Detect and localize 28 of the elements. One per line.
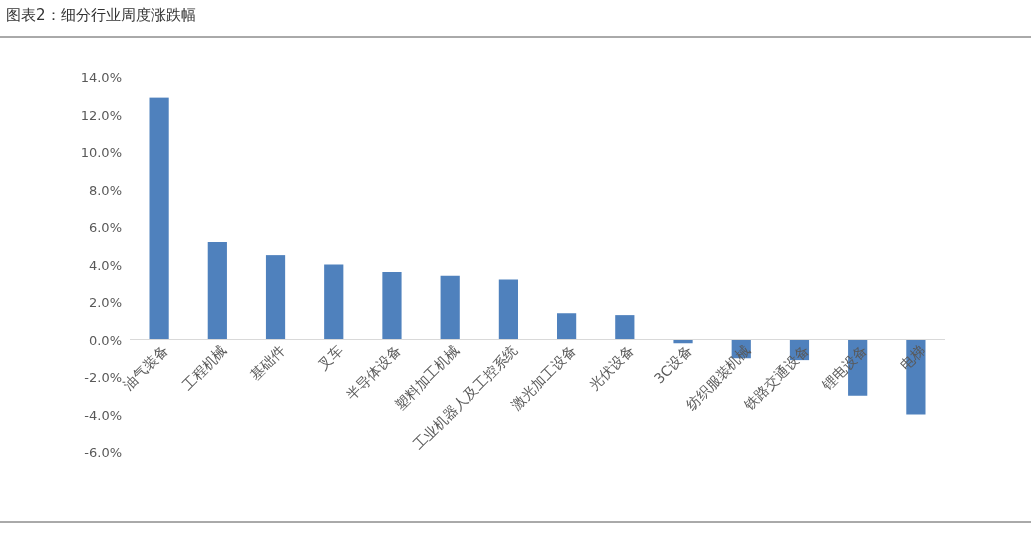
bar [557,313,577,340]
chart-title: 图表2：细分行业周度涨跌幅 [6,6,196,24]
bar [265,255,286,340]
y-tick-label: 0.0% [88,332,122,348]
y-tick-label: 8.0% [88,182,122,198]
y-tick-label: -4.0% [84,407,122,423]
x-tick-label: 光伏设备 [586,342,637,394]
y-tick-label: 12.0% [80,107,122,123]
bar [149,97,169,340]
bar [498,279,518,340]
x-tick-label: 基础件 [246,342,288,384]
bar [382,272,402,340]
bar [615,315,635,340]
y-tick-label: 4.0% [88,257,122,273]
y-tick-label: 6.0% [88,220,122,235]
y-tick-label: -2.0% [84,370,122,385]
bar [440,275,460,340]
y-tick-label: -6.0% [84,445,122,460]
y-tick-label: 14.0% [80,70,122,85]
x-tick-label: 叉车 [314,342,346,374]
y-tick-label: 2.0% [88,295,122,310]
y-tick-label: 10.0% [80,145,122,160]
x-tick-label: 工程机械 [178,342,230,394]
x-tick-label: 3C设备 [650,342,696,387]
x-tick-label: 电梯 [896,342,929,374]
bar [324,264,344,340]
bar [207,242,227,340]
x-tick-label: 锂电设备 [818,342,870,394]
